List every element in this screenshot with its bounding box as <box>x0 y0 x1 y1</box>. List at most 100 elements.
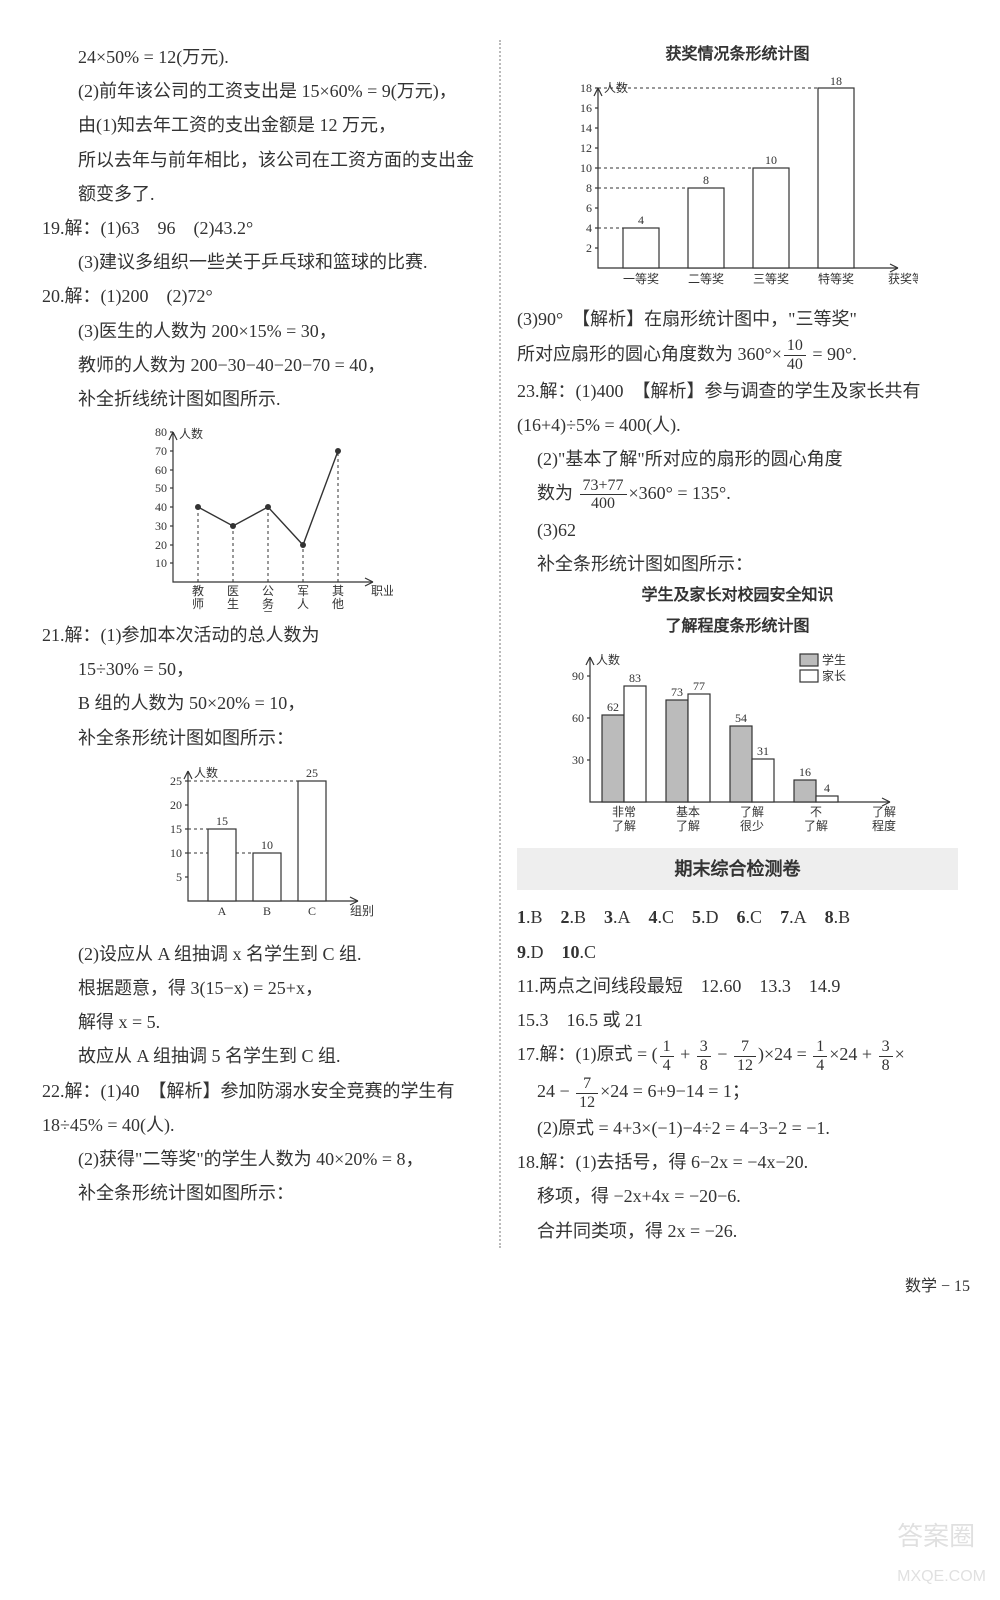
svg-text:15: 15 <box>216 814 228 828</box>
svg-text:获奖等级: 获奖等级 <box>888 272 918 286</box>
svg-text:特等奖: 特等奖 <box>817 271 853 286</box>
svg-text:了解: 了解 <box>675 819 699 833</box>
svg-text:了解: 了解 <box>872 805 896 819</box>
x-labels: 教师 医生 公务员 军人 其他 职业 <box>191 583 392 612</box>
svg-text:程度: 程度 <box>872 818 896 833</box>
svg-text:16: 16 <box>580 101 592 115</box>
text: 根据题意，得 3(15−x) = 25+x， <box>42 971 483 1005</box>
svg-text:25: 25 <box>306 766 318 780</box>
text: 解得 x = 5. <box>42 1005 483 1039</box>
svg-text:4: 4 <box>638 213 644 227</box>
svg-text:了解: 了解 <box>739 805 763 819</box>
svg-text:60: 60 <box>572 711 584 725</box>
text: 由(1)知去年工资的支出金额是 12 万元， <box>42 108 483 142</box>
svg-text:人数: 人数 <box>596 652 620 667</box>
svg-text:2: 2 <box>586 241 592 255</box>
svg-text:18: 18 <box>830 76 842 88</box>
q17a: 17.解：(1)原式 = (14 + 38 − 712)×24 = 14×24 … <box>517 1037 958 1074</box>
text: 15÷30% = 50， <box>42 652 483 686</box>
svg-text:90: 90 <box>572 669 584 683</box>
svg-text:18: 18 <box>580 81 592 95</box>
svg-text:4: 4 <box>824 781 830 795</box>
svg-text:10: 10 <box>765 153 777 167</box>
svg-text:10: 10 <box>580 161 592 175</box>
svg-text:一等奖: 一等奖 <box>622 272 658 286</box>
svg-text:生: 生 <box>226 597 238 611</box>
svg-text:人数: 人数 <box>194 765 218 780</box>
svg-text:人数: 人数 <box>604 80 628 95</box>
ylabel: 人数 <box>179 426 203 441</box>
svg-text:20: 20 <box>170 798 182 812</box>
svg-text:6: 6 <box>586 201 592 215</box>
svg-text:60: 60 <box>155 463 167 477</box>
svg-text:15: 15 <box>170 822 182 836</box>
svg-text:组别: 组别 <box>350 904 374 918</box>
text: (3)医生的人数为 200×15% = 30， <box>42 314 483 348</box>
text: 补全条形统计图如图所示： <box>42 1176 483 1210</box>
q17b: 24 − 712×24 = 6+9−14 = 1； <box>517 1074 958 1111</box>
svg-text:8: 8 <box>703 173 709 187</box>
page-footer: 数学 − 15 <box>0 1268 1000 1322</box>
svg-text:70: 70 <box>155 444 167 458</box>
svg-text:C: C <box>307 904 315 918</box>
chart22-title: 获奖情况条形统计图 <box>517 40 958 70</box>
q22-line: 22.解：(1)40 【解析】参加防溺水安全竞赛的学生有 18÷45% = 40… <box>42 1074 483 1142</box>
q21-line: 21.解：(1)参加本次活动的总人数为 <box>42 618 483 652</box>
y-ticks: 10 20 30 40 50 60 70 80 <box>155 425 173 570</box>
svg-text:77: 77 <box>693 679 705 693</box>
svg-text:54: 54 <box>735 711 747 725</box>
svg-text:非常: 非常 <box>611 805 635 819</box>
svg-text:40: 40 <box>155 500 167 514</box>
svg-text:师: 师 <box>191 597 203 611</box>
svg-text:20: 20 <box>155 538 167 552</box>
svg-text:10: 10 <box>261 838 273 852</box>
text: (3)建议多组织一些关于乒乓球和篮球的比赛. <box>42 245 483 279</box>
q18c: 合并同类项，得 2x = −26. <box>517 1214 958 1248</box>
svg-text:教: 教 <box>191 583 203 598</box>
svg-text:25: 25 <box>170 774 182 788</box>
q18a: 18.解：(1)去括号，得 6−2x = −4x−20. <box>517 1145 958 1179</box>
q23-line: 23.解：(1)400 【解析】参与调查的学生及家长共有 (16+4)÷5% =… <box>517 374 958 442</box>
chart-20-line: 人数 10 20 30 40 50 60 70 80 <box>42 422 483 612</box>
svg-text:8: 8 <box>586 181 592 195</box>
text: 补全折线统计图如图所示. <box>42 382 483 416</box>
text: (2)前年该公司的工资支出是 15×60% = 9(万元)， <box>42 74 483 108</box>
chart-22-bar: 人数 2 4 6 8 10 12 14 16 18 <box>517 76 958 296</box>
svg-text:30: 30 <box>572 753 584 767</box>
svg-text:基本: 基本 <box>675 805 699 819</box>
svg-text:10: 10 <box>155 556 167 570</box>
svg-text:人: 人 <box>296 597 308 611</box>
q22d: 所对应扇形的圆心角度数为 360°×1040 = 90°. <box>517 337 958 374</box>
svg-text:很少: 很少 <box>739 819 763 833</box>
q15-line: 15.3 16.5 或 21 <box>517 1003 958 1037</box>
text: (2)获得"二等奖"的学生人数为 40×20% = 8， <box>42 1142 483 1176</box>
q18b: 移项，得 −2x+4x = −20−6. <box>517 1179 958 1213</box>
svg-text:他: 他 <box>331 597 343 611</box>
text: 教师的人数为 200−30−40−20−70 = 40， <box>42 348 483 382</box>
svg-text:83: 83 <box>629 671 641 685</box>
text: 所以去年与前年相比，该公司在工资方面的支出金额变多了. <box>42 143 483 211</box>
svg-text:二等奖: 二等奖 <box>687 272 723 286</box>
q11-line: 11.两点之间线段最短 12.60 13.3 14.9 <box>517 969 958 1003</box>
section-header: 期末综合检测卷 <box>517 848 958 890</box>
svg-text:80: 80 <box>155 425 167 439</box>
text: 数为 73+77400×360° = 135°. <box>517 476 958 513</box>
svg-text:30: 30 <box>155 519 167 533</box>
svg-text:A: A <box>217 904 226 918</box>
svg-text:三等奖: 三等奖 <box>752 272 788 286</box>
text: 补全条形统计图如图所示： <box>42 721 483 755</box>
q20-line: 20.解：(1)200 (2)72° <box>42 279 483 313</box>
svg-text:其: 其 <box>331 584 343 598</box>
svg-text:16: 16 <box>799 765 811 779</box>
answers-row-1: 1.B2.B3.A4.C5.D6.C7.A8.B <box>517 900 958 934</box>
svg-text:50: 50 <box>155 481 167 495</box>
svg-text:学生: 学生 <box>822 652 846 667</box>
svg-text:公: 公 <box>261 584 273 598</box>
svg-text:31: 31 <box>757 744 769 758</box>
q22c: (3)90° 【解析】在扇形统计图中，"三等奖" <box>517 302 958 336</box>
chart23-title2: 了解程度条形统计图 <box>517 612 958 642</box>
svg-text:73: 73 <box>671 685 683 699</box>
svg-text:12: 12 <box>580 141 592 155</box>
text: (3)62 <box>517 513 958 547</box>
chart-21-bar: 人数 5 10 15 20 25 <box>42 761 483 931</box>
